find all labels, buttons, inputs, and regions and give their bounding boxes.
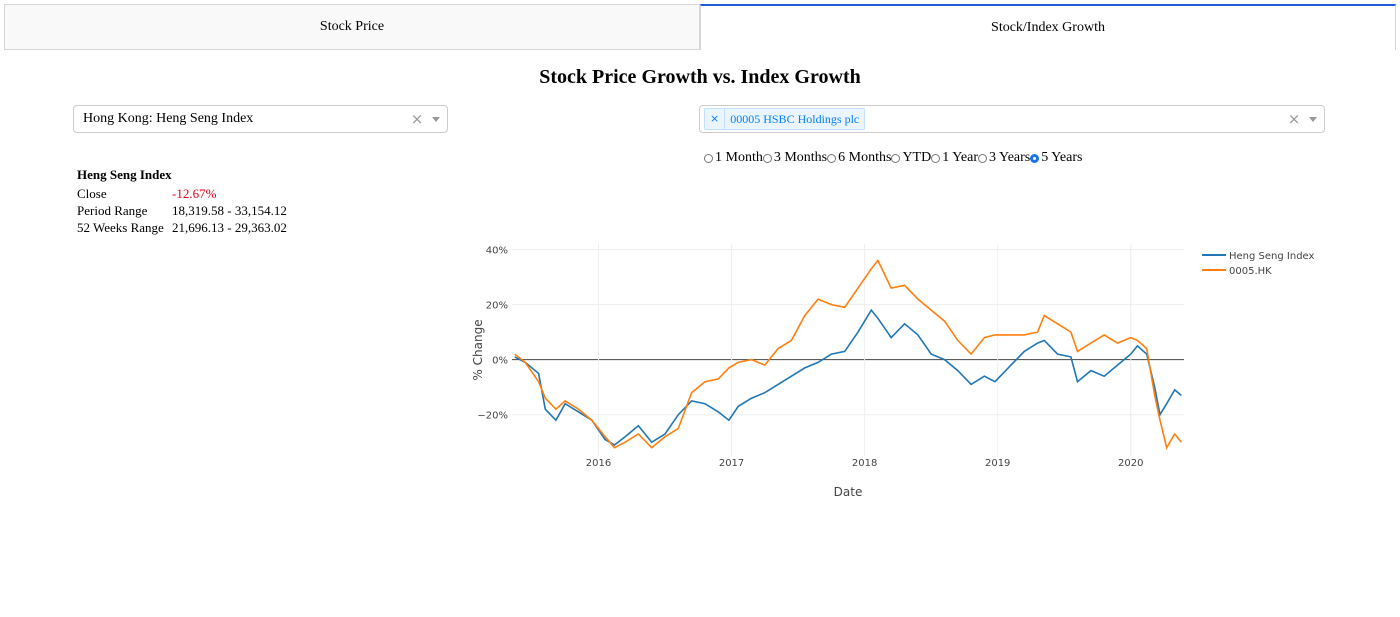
stat-row-close: Close -12.67%	[77, 185, 287, 202]
radio-selected-icon[interactable]	[1030, 153, 1040, 163]
radio-icon[interactable]	[762, 153, 772, 163]
stock-dropdown[interactable]: × 00005 HSBC Holdings plc ×	[699, 105, 1325, 133]
tab-bar: Stock Price Stock/Index Growth	[4, 4, 1396, 52]
x-tick-label: 2016	[586, 458, 611, 469]
stat-value: -12.67%	[172, 185, 217, 201]
radio-label: 5 Years	[1041, 150, 1083, 165]
stats-title: Heng Seng Index	[77, 167, 172, 182]
radio-icon[interactable]	[704, 153, 713, 163]
stat-label: Close	[77, 185, 107, 201]
period-option[interactable]: 6 Months	[827, 150, 891, 166]
radio-label: YTD	[902, 150, 932, 165]
tab-stock-index-growth[interactable]: Stock/Index Growth	[700, 4, 1396, 50]
chip-label: 00005 HSBC Holdings plc	[730, 111, 860, 126]
series-line-index	[514, 308, 1182, 446]
stat-value: 18,319.58 - 33,154.12	[172, 202, 287, 218]
period-option[interactable]: 1 Month	[704, 150, 763, 166]
stat-row-52-weeks-range: 52 Weeks Range 21,696.13 - 29,363.02	[77, 219, 287, 236]
period-option[interactable]: 1 Year	[931, 150, 978, 166]
period-option[interactable]: 3 Years	[978, 150, 1030, 166]
radio-label: 6 Months	[838, 150, 892, 165]
stat-label: Period Range	[77, 202, 148, 218]
period-option[interactable]: YTD	[891, 150, 931, 166]
stock-chip: × 00005 HSBC Holdings plc	[704, 108, 866, 130]
legend-label: 0005.HK	[1229, 266, 1272, 277]
y-tick-label: −20%	[477, 411, 508, 422]
chevron-down-icon[interactable]	[425, 116, 447, 122]
index-stats: Heng Seng Index Close -12.67% Period Ran…	[77, 167, 287, 236]
period-option[interactable]: 3 Months	[762, 150, 828, 166]
radio-icon[interactable]	[827, 153, 837, 163]
x-tick-label: 2019	[985, 458, 1010, 469]
radio-icon[interactable]	[891, 153, 901, 163]
y-tick-label: 20%	[486, 301, 508, 312]
radio-label: 1 Year	[942, 150, 978, 165]
stat-row-period-range: Period Range 18,319.58 - 33,154.12	[77, 202, 287, 219]
period-selector: 1 Month 3 Months 6 Months YTD 1 Year 3 Y…	[704, 150, 1082, 166]
radio-label: 3 Months	[773, 150, 828, 165]
x-tick-label: 2017	[719, 458, 744, 469]
growth-chart[interactable]: 40% 20% 0% −20% 2016 2017 2018 2019 2020 Date % Ch…	[460, 230, 1340, 510]
stat-value: 21,696.13 - 29,363.02	[172, 219, 287, 235]
chevron-down-icon[interactable]	[1302, 116, 1324, 122]
tab-stock-price[interactable]: Stock Price	[4, 4, 700, 50]
index-clear-icon[interactable]: ×	[410, 110, 424, 128]
index-dropdown[interactable]: Hong Kong: Heng Seng Index ×	[73, 105, 448, 133]
radio-label: 3 Years	[989, 150, 1031, 165]
radio-icon[interactable]	[978, 153, 987, 163]
chip-remove-icon[interactable]: ×	[705, 109, 726, 129]
index-dropdown-value: Hong Kong: Heng Seng Index	[83, 111, 254, 126]
x-tick-label: 2018	[852, 458, 877, 469]
y-tick-label: 0%	[492, 356, 508, 367]
period-option-selected[interactable]: 5 Years	[1030, 150, 1082, 166]
x-axis-title: Date	[834, 485, 863, 499]
radio-label: 1 Month	[715, 150, 763, 165]
radio-icon[interactable]	[931, 153, 941, 163]
x-tick-label: 2020	[1118, 458, 1143, 469]
page-title: Stock Price Growth vs. Index Growth	[539, 66, 861, 88]
y-tick-label: 40%	[486, 246, 508, 257]
series-line-stock	[514, 259, 1182, 450]
y-axis-title: % Change	[471, 319, 485, 380]
stat-label: 52 Weeks Range	[77, 219, 164, 235]
legend-label: Heng Seng Index	[1229, 251, 1315, 262]
stock-clear-icon[interactable]: ×	[1287, 110, 1301, 128]
